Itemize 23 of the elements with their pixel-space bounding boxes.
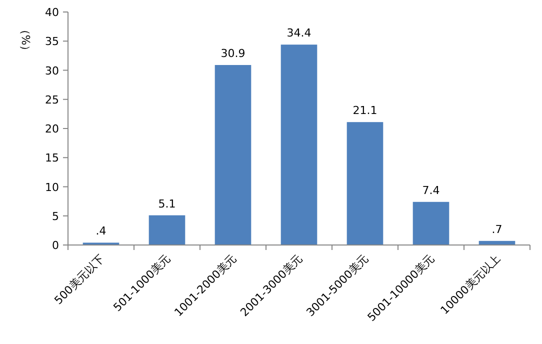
data-label: 30.9 <box>220 47 246 60</box>
data-label: 34.4 <box>286 26 312 40</box>
data-label: .4 <box>96 224 106 238</box>
y-tick-label: 15 <box>45 152 59 165</box>
data-label: 7.4 <box>422 184 440 197</box>
y-tick-label: 5 <box>52 210 59 223</box>
y-tick-label: 40 <box>45 6 59 19</box>
x-tick-label: 500美元以下 <box>52 252 108 308</box>
y-tick-label: 30 <box>45 64 59 78</box>
bar <box>412 202 450 245</box>
y-tick-label: 20 <box>45 122 59 136</box>
bar <box>148 215 186 245</box>
data-label: 21.1 <box>352 104 378 118</box>
y-tick-label: 10 <box>45 180 59 194</box>
data-label: .7 <box>492 222 502 236</box>
data-label: 5.1 <box>158 197 176 210</box>
bar <box>280 44 318 245</box>
y-tick-label: 25 <box>45 93 59 106</box>
y-axis-title: （%） <box>19 24 32 56</box>
y-tick-label: 0 <box>52 239 59 252</box>
y-tick-label: 35 <box>45 35 59 48</box>
bar <box>346 122 384 245</box>
bar <box>214 65 252 245</box>
